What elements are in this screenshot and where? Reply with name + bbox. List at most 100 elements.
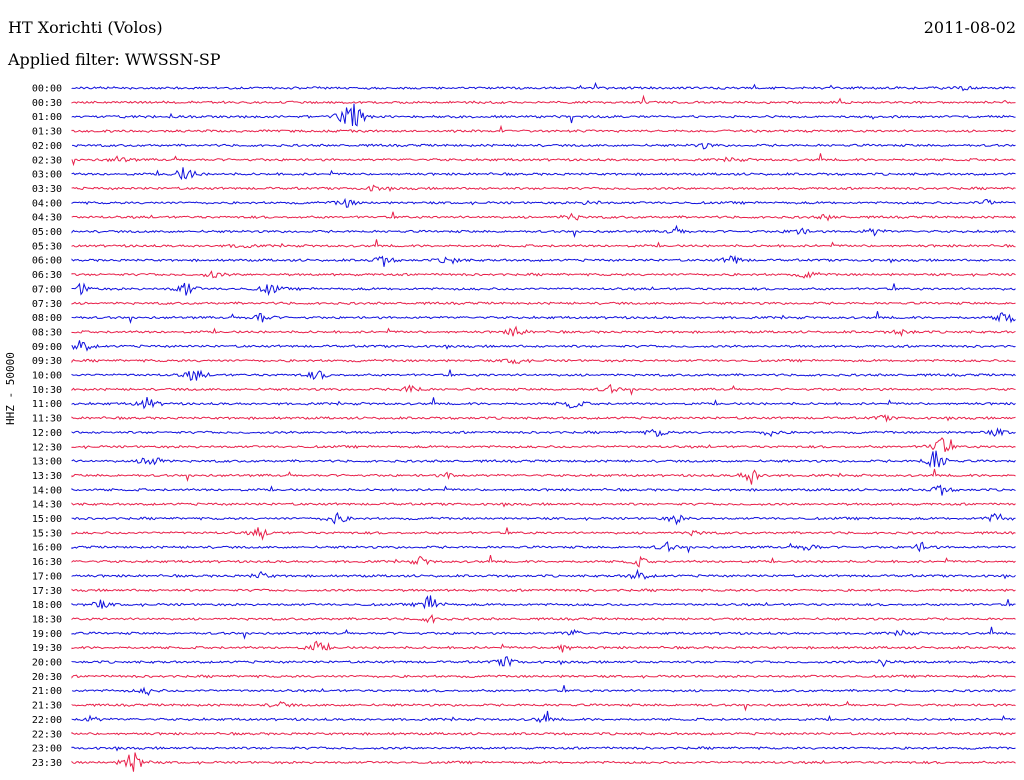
trace-row-1400	[71, 484, 1016, 496]
trace-row-2300	[71, 746, 1016, 752]
trace-row-1230	[71, 437, 1016, 452]
trace-row-0800	[71, 311, 1016, 325]
trace-row-0700	[71, 282, 1016, 297]
trace-row-0100	[71, 103, 1016, 127]
time-label-1200: 12:00	[32, 428, 62, 439]
time-label-1300: 13:00	[32, 457, 62, 468]
trace-row-0400	[71, 197, 1016, 208]
date-label: 2011-08-02	[923, 18, 1016, 37]
trace-row-2230	[71, 731, 1016, 736]
trace-row-0630	[71, 270, 1016, 279]
time-label-0600: 06:00	[32, 256, 62, 267]
time-label-1100: 11:00	[32, 399, 62, 410]
trace-row-0300	[71, 167, 1016, 181]
trace-row-0330	[71, 184, 1016, 193]
trace-row-0000	[71, 81, 1016, 92]
time-label-0630: 06:30	[32, 270, 62, 281]
trace-row-0230	[71, 153, 1016, 167]
time-label-0800: 08:00	[32, 313, 62, 324]
trace-row-1100	[71, 396, 1016, 410]
time-label-0100: 01:00	[32, 112, 62, 123]
time-label-0700: 07:00	[32, 284, 62, 295]
time-label-0230: 02:30	[32, 155, 62, 166]
time-label-1030: 10:30	[32, 385, 62, 396]
time-label-2030: 20:30	[32, 672, 62, 683]
time-label-0400: 04:00	[32, 198, 62, 209]
time-label-1930: 19:30	[32, 643, 62, 654]
trace-row-2100	[71, 685, 1016, 696]
time-label-2300: 23:00	[32, 744, 62, 755]
time-label-0930: 09:30	[32, 356, 62, 367]
time-label-0730: 07:30	[32, 299, 62, 310]
trace-row-1500	[71, 511, 1016, 526]
time-label-1230: 12:30	[32, 442, 62, 453]
trace-row-0530	[71, 239, 1016, 249]
trace-row-0430	[71, 211, 1016, 222]
time-label-0430: 04:30	[32, 213, 62, 224]
time-label-0500: 05:00	[32, 227, 62, 238]
trace-row-1200	[71, 427, 1016, 438]
trace-row-1630	[71, 554, 1016, 568]
trace-row-1130	[71, 414, 1016, 423]
trace-row-1830	[71, 614, 1016, 624]
trace-row-0830	[71, 325, 1016, 337]
time-label-1430: 14:30	[32, 500, 62, 511]
time-label-0300: 03:00	[32, 170, 62, 181]
station-title: HT Xorichti (Volos)	[8, 18, 163, 37]
time-label-1530: 15:30	[32, 528, 62, 539]
time-label-0830: 08:30	[32, 327, 62, 338]
trace-row-1330	[71, 468, 1016, 485]
trace-row-0730	[71, 301, 1016, 306]
trace-row-1700	[71, 568, 1016, 580]
time-label-0000: 00:00	[32, 84, 62, 95]
trace-row-1530	[71, 527, 1016, 541]
time-label-1130: 11:30	[32, 414, 62, 425]
trace-row-0030	[71, 94, 1016, 105]
trace-row-1430	[71, 502, 1016, 508]
time-label-1000: 10:00	[32, 371, 62, 382]
time-label-0200: 02:00	[32, 141, 62, 152]
time-label-1800: 18:00	[32, 600, 62, 611]
time-label-1730: 17:30	[32, 586, 62, 597]
trace-row-0500	[71, 224, 1016, 238]
trace-row-2200	[71, 710, 1016, 724]
trace-row-2000	[71, 656, 1016, 668]
time-labels: 00:00 00:30 01:00 01:30 02:00 02:30 03:00 03:30…	[32, 84, 62, 769]
time-label-1900: 19:00	[32, 629, 62, 640]
time-label-0130: 01:30	[32, 127, 62, 138]
time-label-1500: 15:00	[32, 514, 62, 525]
time-label-1400: 14:00	[32, 485, 62, 496]
trace-row-2030	[71, 674, 1016, 679]
trace-row-0600	[71, 255, 1016, 267]
trace-row-1000	[71, 369, 1016, 381]
time-label-2330: 23:30	[32, 758, 62, 769]
trace-row-1900	[71, 626, 1016, 640]
time-label-1830: 18:30	[32, 614, 62, 625]
trace-row-1300	[71, 450, 1016, 468]
time-label-2200: 22:00	[32, 715, 62, 726]
time-label-0030: 00:30	[32, 98, 62, 109]
trace-row-1600	[71, 541, 1016, 554]
time-label-2000: 20:00	[32, 658, 62, 669]
trace-row-2130	[71, 700, 1016, 712]
trace-group	[71, 81, 1016, 772]
trace-row-0200	[72, 142, 1016, 150]
time-label-1630: 16:30	[32, 557, 62, 568]
time-label-2130: 21:30	[32, 701, 62, 712]
trace-row-0130	[71, 124, 1016, 133]
trace-row-1930	[71, 640, 1016, 653]
time-label-1600: 16:00	[32, 543, 62, 554]
time-label-0330: 03:30	[32, 184, 62, 195]
time-label-1700: 17:00	[32, 571, 62, 582]
time-label-0900: 09:00	[32, 342, 62, 353]
trace-row-0900	[71, 340, 1016, 352]
time-label-1330: 13:30	[32, 471, 62, 482]
time-label-2100: 21:00	[32, 686, 62, 697]
trace-row-1730	[71, 588, 1016, 593]
trace-row-2330	[71, 752, 1016, 772]
trace-row-0930	[71, 358, 1016, 365]
trace-row-1800	[71, 595, 1016, 610]
filter-label: Applied filter: WWSSN-SP	[8, 50, 221, 69]
time-label-0530: 05:30	[32, 241, 62, 252]
